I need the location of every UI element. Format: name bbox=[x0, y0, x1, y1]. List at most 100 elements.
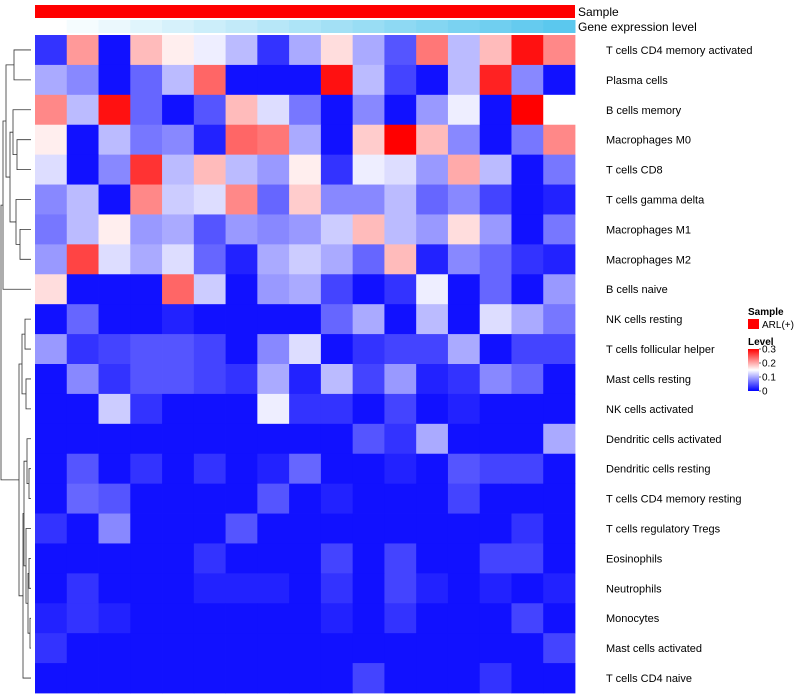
heatmap-cell bbox=[257, 274, 290, 305]
heatmap-cell bbox=[98, 124, 131, 156]
heatmap-cell bbox=[289, 513, 322, 544]
annotation-expression-cell bbox=[225, 20, 258, 33]
heatmap-cell bbox=[257, 304, 290, 335]
legend-level-tick-label: 0.3 bbox=[762, 345, 776, 356]
heatmap-cell bbox=[225, 304, 258, 335]
heatmap-cell bbox=[511, 334, 544, 365]
heatmap-cell bbox=[289, 244, 322, 275]
heatmap-cell bbox=[543, 393, 576, 425]
heatmap-cell bbox=[289, 214, 322, 245]
heatmap-cell bbox=[193, 393, 226, 425]
heatmap-cell bbox=[479, 214, 512, 245]
heatmap-cell bbox=[66, 154, 99, 185]
heatmap-cell bbox=[320, 304, 354, 335]
heatmap-cell bbox=[66, 274, 99, 305]
heatmap-cell bbox=[193, 184, 226, 215]
heatmap-cell bbox=[447, 573, 481, 604]
row-label: Dendritic cells activated bbox=[606, 434, 722, 446]
annotation-expression-cell bbox=[384, 20, 417, 33]
heatmap-cell bbox=[66, 304, 99, 335]
annotation-expression-cell bbox=[289, 20, 322, 33]
legend-level-title: Level bbox=[748, 337, 774, 348]
heatmap-cell bbox=[289, 35, 322, 66]
heatmap-cell bbox=[98, 274, 131, 305]
heatmap-cell bbox=[162, 513, 195, 544]
row-label: NK cells resting bbox=[606, 314, 682, 326]
heatmap-cell bbox=[130, 453, 163, 485]
row-label: Dendritic cells resting bbox=[606, 464, 711, 476]
heatmap-cell bbox=[193, 94, 226, 126]
heatmap-cell bbox=[98, 184, 131, 215]
dendrogram-branch bbox=[15, 199, 31, 245]
heatmap-cell bbox=[384, 244, 417, 275]
heatmap-cell bbox=[289, 633, 322, 664]
heatmap-cell bbox=[66, 423, 99, 455]
heatmap-cell bbox=[257, 364, 290, 395]
heatmap-cell bbox=[352, 483, 385, 514]
heatmap-cell bbox=[225, 453, 258, 485]
heatmap-cell bbox=[543, 633, 576, 664]
heatmap-cell bbox=[416, 633, 449, 664]
heatmap-cell bbox=[543, 603, 576, 634]
heatmap-cell bbox=[320, 513, 354, 544]
heatmap-cell bbox=[289, 124, 322, 156]
heatmap-cell bbox=[225, 154, 258, 185]
heatmap-cell bbox=[479, 184, 512, 215]
heatmap-cell bbox=[511, 124, 544, 156]
heatmap-cell bbox=[66, 453, 99, 485]
heatmap-cell bbox=[193, 124, 226, 156]
heatmap-cell bbox=[352, 184, 385, 215]
heatmap-cell bbox=[511, 453, 544, 485]
heatmap-cell bbox=[257, 513, 290, 544]
heatmap-cell bbox=[447, 64, 481, 96]
heatmap-cell bbox=[447, 94, 481, 126]
heatmap-cell bbox=[130, 543, 163, 574]
heatmap-cell bbox=[193, 64, 226, 96]
heatmap-cell bbox=[225, 423, 258, 455]
heatmap-cell bbox=[479, 94, 512, 126]
heatmap-cell bbox=[193, 543, 226, 574]
heatmap-cell bbox=[320, 274, 354, 305]
annotation-expression-cell bbox=[511, 20, 544, 33]
heatmap-cell bbox=[289, 453, 322, 485]
heatmap-cell bbox=[193, 214, 226, 245]
heatmap-cell bbox=[511, 214, 544, 245]
dendrogram-branch bbox=[18, 363, 23, 597]
heatmap-cell bbox=[543, 35, 576, 66]
heatmap-cell bbox=[543, 124, 576, 156]
heatmap-cell bbox=[98, 573, 131, 604]
heatmap-cell bbox=[479, 35, 512, 66]
annotation-expression-cell bbox=[35, 20, 68, 33]
heatmap-cell bbox=[193, 603, 226, 634]
heatmap-cell bbox=[384, 64, 417, 96]
heatmap-cell bbox=[352, 64, 385, 96]
heatmap-cell bbox=[35, 603, 68, 634]
heatmap-cell bbox=[479, 364, 512, 395]
heatmap-cell bbox=[479, 453, 512, 485]
heatmap-cell bbox=[66, 393, 99, 425]
heatmap-cell bbox=[384, 184, 417, 215]
heatmap-cell bbox=[543, 453, 576, 485]
heatmap-cell bbox=[352, 304, 385, 335]
heatmap-cell bbox=[225, 35, 258, 66]
heatmap-cell bbox=[447, 453, 481, 485]
heatmap-cell bbox=[416, 124, 449, 156]
heatmap-cell bbox=[66, 543, 99, 574]
heatmap-cell bbox=[479, 244, 512, 275]
heatmap-cell bbox=[257, 64, 290, 96]
row-label: T cells CD8 bbox=[606, 165, 663, 177]
heatmap-cell bbox=[447, 35, 481, 66]
heatmap-cell bbox=[193, 483, 226, 514]
legend-sample-title: Sample bbox=[748, 307, 784, 318]
heatmap-cell bbox=[384, 633, 417, 664]
heatmap-cell bbox=[35, 633, 68, 664]
heatmap-cell bbox=[225, 543, 258, 574]
heatmap-cell bbox=[162, 663, 195, 694]
heatmap-cell bbox=[320, 334, 354, 365]
heatmap-cell bbox=[66, 214, 99, 245]
heatmap-cell bbox=[289, 334, 322, 365]
heatmap-cell bbox=[162, 573, 195, 604]
row-label: B cells memory bbox=[606, 105, 682, 117]
heatmap-cell bbox=[543, 573, 576, 604]
row-label: Mast cells resting bbox=[606, 374, 691, 386]
